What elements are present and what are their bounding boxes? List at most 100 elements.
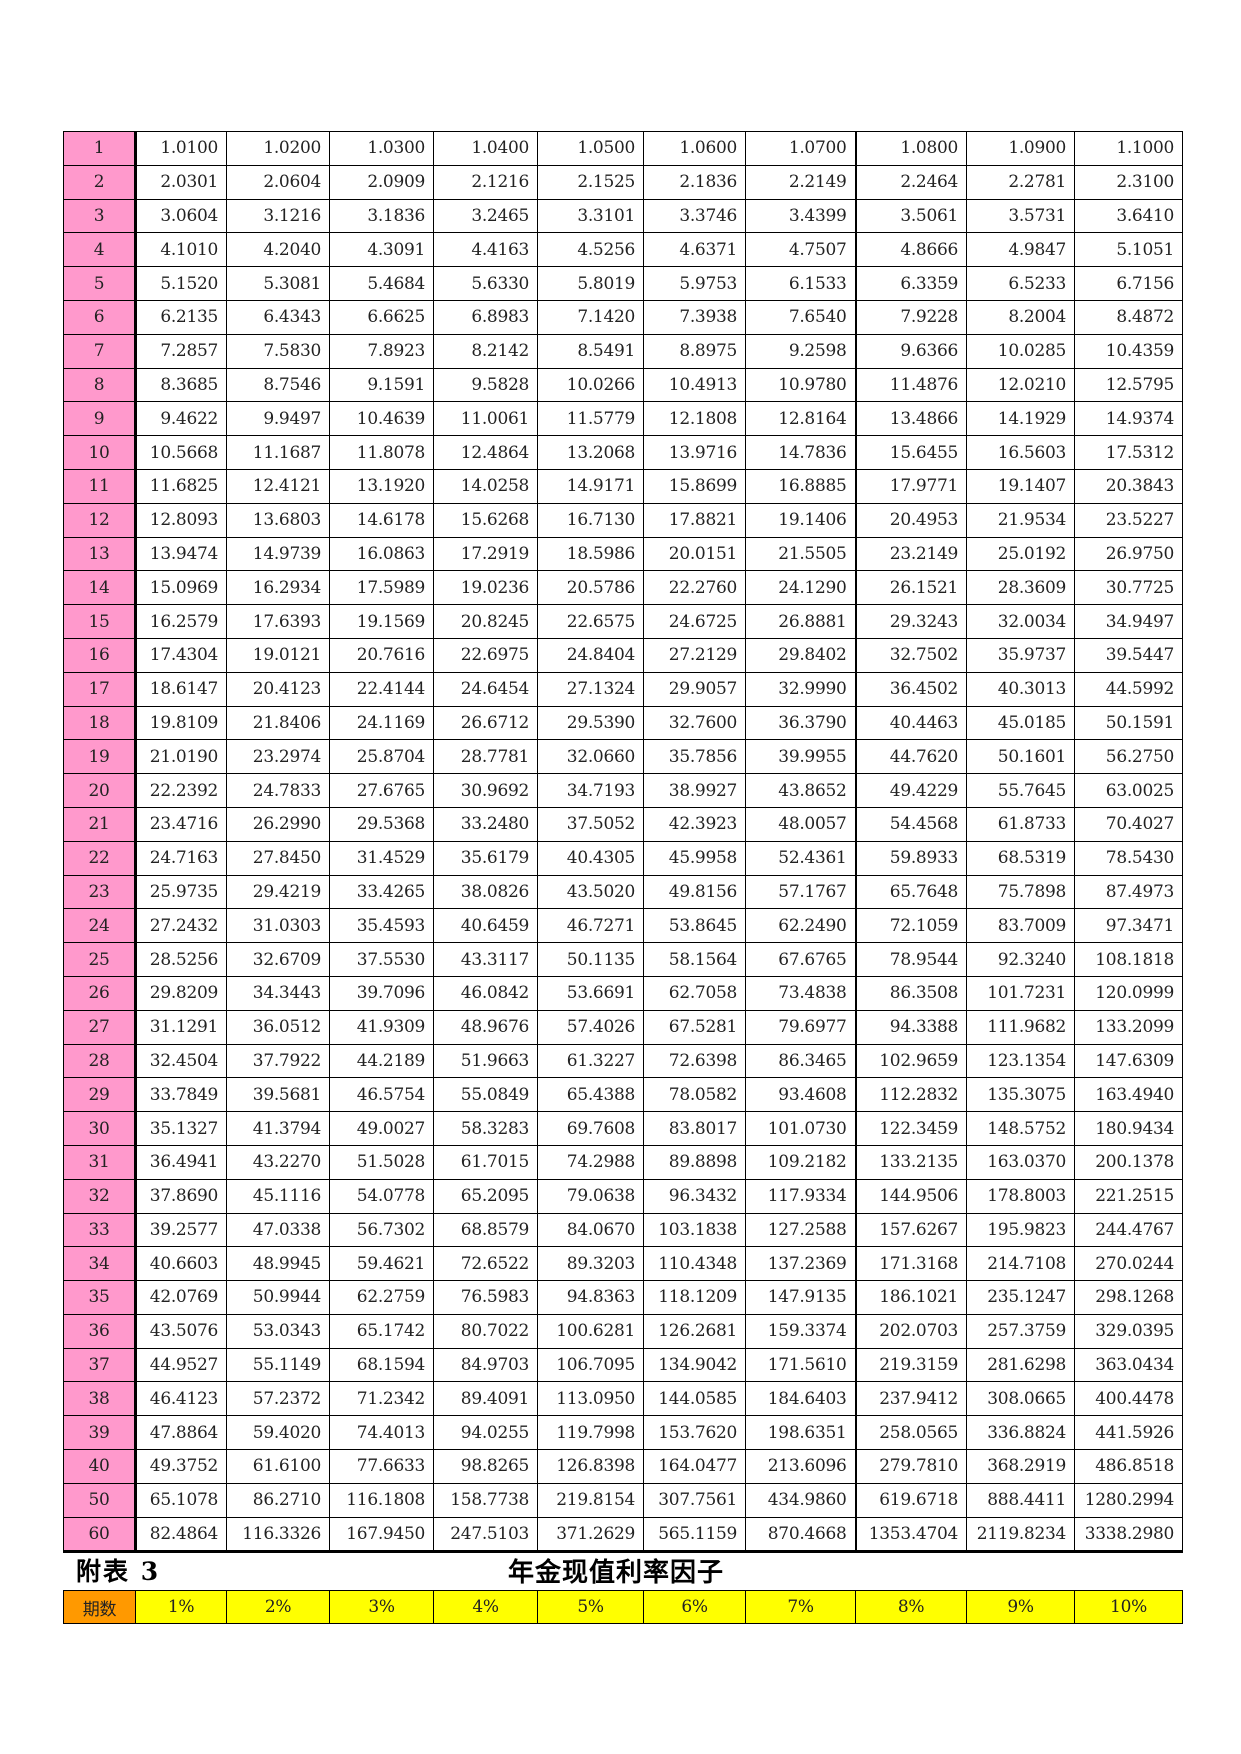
value-cell: 1.0600: [643, 131, 746, 166]
value-cell: 119.7998: [537, 1415, 644, 1451]
table-row: 28 32.4504 37.7922 44.2189 51.9663 61.3227 72.…: [63, 1043, 1183, 1079]
value-cell: 43.2270: [226, 1144, 330, 1180]
value-cell: 4.8666: [855, 232, 967, 268]
value-cell: 2.2781: [966, 164, 1075, 200]
value-cell: 35.6179: [433, 840, 538, 876]
value-cell: 39.5681: [226, 1077, 330, 1113]
value-cell: 1.0700: [745, 131, 857, 166]
value-cell: 22.4144: [329, 671, 434, 707]
value-cell: 1.0200: [226, 131, 330, 166]
period-cell: 31: [63, 1144, 137, 1180]
value-cell: 84.9703: [433, 1347, 538, 1383]
value-cell: 32.4504: [135, 1043, 227, 1079]
table-row: 23 25.9735 29.4219 33.4265 38.0826 43.5020 49.…: [63, 874, 1183, 910]
value-cell: 159.3374: [745, 1313, 857, 1349]
value-cell: 16.2934: [226, 570, 330, 606]
value-cell: 72.6398: [643, 1043, 746, 1079]
value-cell: 6.1533: [745, 266, 857, 301]
value-cell: 48.9676: [433, 1009, 538, 1045]
value-cell: 80.7022: [433, 1313, 538, 1349]
value-cell: 33.7849: [135, 1077, 227, 1113]
value-cell: 29.3243: [855, 604, 967, 639]
value-cell: 127.2588: [745, 1212, 857, 1248]
value-cell: 237.9412: [855, 1381, 967, 1417]
value-cell: 17.4304: [135, 637, 227, 673]
value-cell: 12.0210: [966, 367, 1075, 403]
value-cell: 195.9823: [966, 1212, 1075, 1248]
value-cell: 75.7898: [966, 874, 1075, 910]
period-cell: 11: [63, 468, 137, 504]
value-cell: 24.7163: [135, 840, 227, 876]
table-row: 35 42.0769 50.9944 62.2759 76.5983 94.8363 118…: [63, 1280, 1183, 1315]
value-cell: 11.8078: [329, 435, 434, 470]
value-cell: 371.2629: [537, 1516, 644, 1554]
value-cell: 7.1420: [537, 299, 644, 335]
value-cell: 25.0192: [966, 536, 1075, 572]
value-cell: 133.2099: [1074, 1009, 1183, 1045]
period-cell: 14: [63, 570, 137, 606]
value-cell: 244.4767: [1074, 1212, 1183, 1248]
table-row: 31 36.4941 43.2270 51.5028 61.7015 74.2988 89.…: [63, 1144, 1183, 1180]
value-cell: 2.0301: [135, 164, 227, 200]
value-cell: 21.9534: [966, 502, 1075, 538]
value-cell: 198.6351: [745, 1415, 857, 1451]
value-cell: 329.0395: [1074, 1313, 1183, 1349]
value-cell: 2.0909: [329, 164, 434, 200]
value-cell: 1353.4704: [855, 1516, 967, 1554]
value-cell: 7.8923: [329, 333, 434, 369]
value-cell: 92.3240: [966, 942, 1075, 977]
value-cell: 281.6298: [966, 1347, 1075, 1383]
value-cell: 117.9334: [745, 1178, 857, 1214]
period-cell: 60: [63, 1516, 137, 1554]
value-cell: 14.7836: [745, 435, 857, 470]
value-cell: 30.7725: [1074, 570, 1183, 606]
value-cell: 7.6540: [745, 299, 857, 335]
value-cell: 257.3759: [966, 1313, 1075, 1349]
value-cell: 158.7738: [433, 1482, 538, 1518]
value-cell: 29.8402: [745, 637, 857, 673]
value-cell: 16.5603: [966, 435, 1075, 470]
value-cell: 94.3388: [855, 1009, 967, 1045]
value-cell: 86.3508: [855, 975, 967, 1011]
value-cell: 1.0800: [855, 131, 967, 166]
value-cell: 33.2480: [433, 806, 538, 842]
table-row: 39 47.8864 59.4020 74.4013 94.0255 119.7998 15…: [63, 1415, 1183, 1451]
value-cell: 76.5983: [433, 1280, 538, 1315]
period-cell: 33: [63, 1212, 137, 1248]
value-cell: 32.0034: [966, 604, 1075, 639]
value-cell: 5.3081: [226, 266, 330, 301]
value-cell: 8.7546: [226, 367, 330, 403]
value-cell: 23.5227: [1074, 502, 1183, 538]
value-cell: 4.3091: [329, 232, 434, 268]
value-cell: 148.5752: [966, 1111, 1075, 1146]
rate-header-cell: 2%: [226, 1590, 330, 1624]
value-cell: 65.1742: [329, 1313, 434, 1349]
value-cell: 40.4463: [855, 705, 967, 741]
value-cell: 84.0670: [537, 1212, 644, 1248]
value-cell: 213.6096: [745, 1449, 857, 1484]
value-cell: 14.6178: [329, 502, 434, 538]
value-cell: 10.5668: [135, 435, 227, 470]
value-cell: 49.3752: [135, 1449, 227, 1484]
value-cell: 68.5319: [966, 840, 1075, 876]
value-cell: 5.9753: [643, 266, 746, 301]
section-title: 年金现值利率因子: [508, 1558, 725, 1588]
value-cell: 7.3938: [643, 299, 746, 335]
value-cell: 3.5731: [966, 198, 1075, 234]
value-cell: 48.0057: [745, 806, 857, 842]
value-cell: 98.8265: [433, 1449, 538, 1484]
value-cell: 74.2988: [537, 1144, 644, 1180]
value-cell: 110.4348: [643, 1246, 746, 1282]
value-cell: 86.3465: [745, 1043, 857, 1079]
value-cell: 133.2135: [855, 1144, 967, 1180]
value-cell: 202.0703: [855, 1313, 967, 1349]
value-cell: 2.1525: [537, 164, 644, 200]
value-cell: 6.4343: [226, 299, 330, 335]
value-cell: 235.1247: [966, 1280, 1075, 1315]
value-cell: 126.2681: [643, 1313, 746, 1349]
rate-header-cell: 9%: [966, 1590, 1075, 1624]
value-cell: 17.6393: [226, 604, 330, 639]
value-cell: 57.1767: [745, 874, 857, 910]
value-cell: 3.4399: [745, 198, 857, 234]
value-cell: 116.1808: [329, 1482, 434, 1518]
